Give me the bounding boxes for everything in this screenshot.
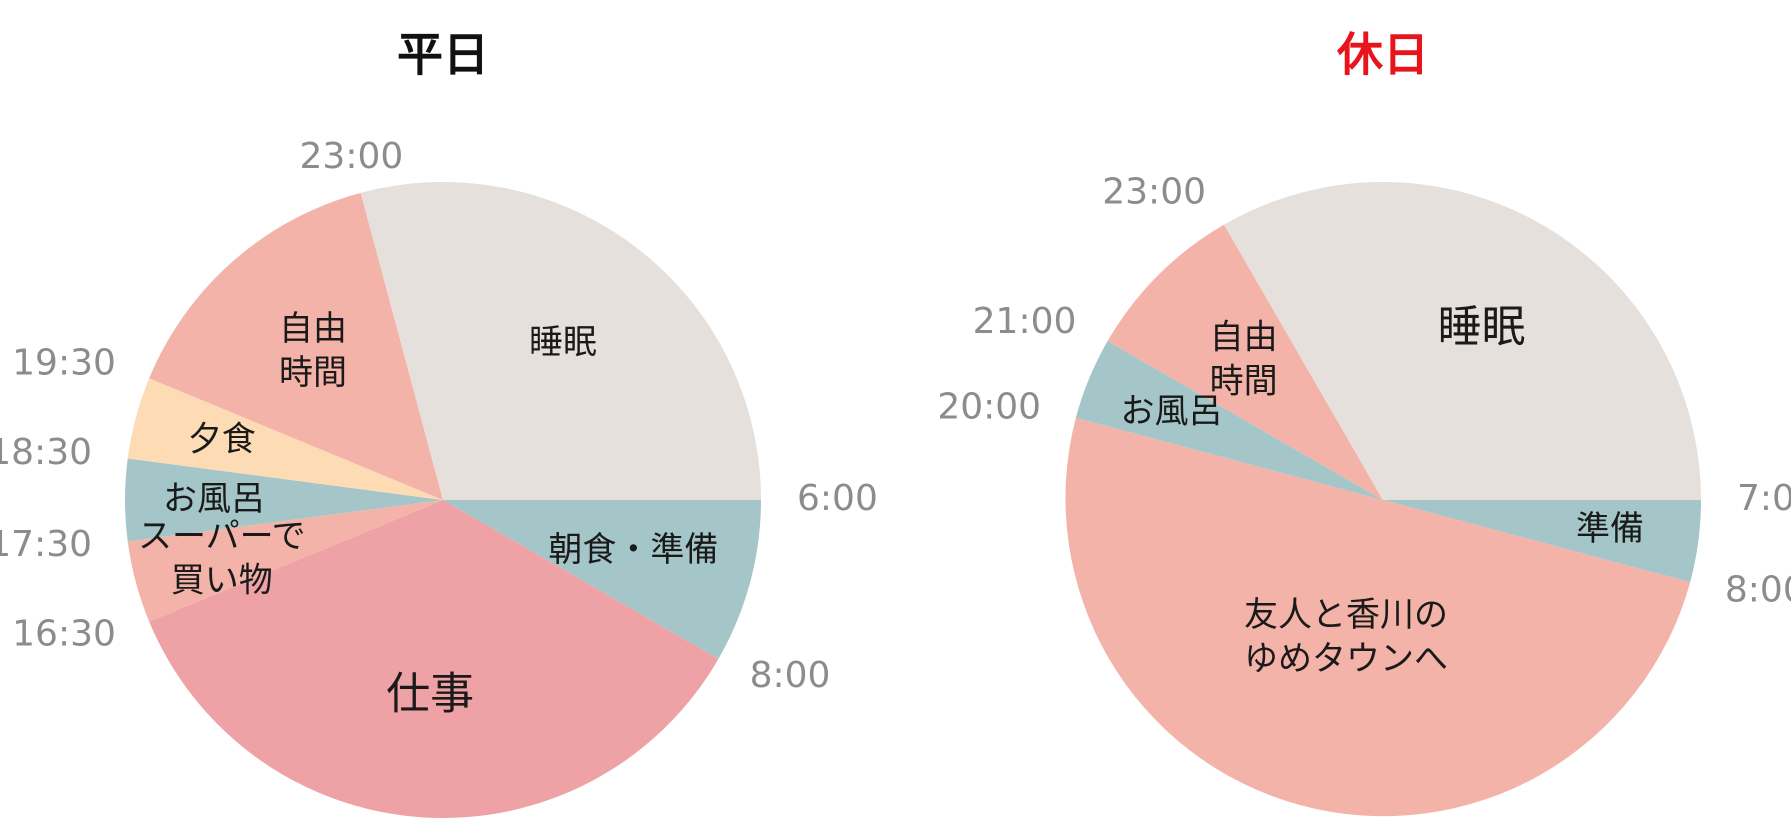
holiday-time-label-4: 23:00	[1102, 171, 1206, 212]
weekday-slice-label-3: お風呂	[163, 479, 265, 519]
weekday-slice-2	[127, 500, 443, 622]
weekday-slice-label-4: 夕食	[188, 419, 256, 459]
holiday-slice-label-3-line-1: 時間	[1210, 361, 1278, 401]
holiday-pie-chart: 休日準備友人と香川のゆめタウンへお風呂自由時間睡眠7:008:0020:0021…	[937, 28, 1791, 817]
holiday-time-label-3: 21:00	[973, 301, 1077, 342]
weekday-slice-label-1: 仕事	[386, 669, 474, 720]
holiday-slice-label-4: 睡眠	[1438, 301, 1526, 352]
weekday-slice-label-1-line-0: 仕事	[386, 669, 474, 720]
holiday-time-label-2: 20:00	[937, 386, 1041, 427]
weekday-time-label-1: 8:00	[750, 655, 831, 696]
holiday-chart-title: 休日	[1336, 28, 1429, 82]
holiday-time-label-1: 8:00	[1725, 570, 1791, 611]
holiday-slice-label-1: 友人と香川のゆめタウンへ	[1244, 595, 1448, 679]
weekday-slice-label-2-line-1: 買い物	[171, 560, 273, 600]
holiday-slice-label-3: 自由時間	[1210, 317, 1278, 401]
holiday-slice-label-3-line-0: 自由	[1210, 317, 1278, 357]
weekday-slice-1	[149, 500, 719, 818]
weekday-slice-label-6: 睡眠	[529, 322, 597, 362]
weekday-slice-label-2: スーパーで買い物	[138, 516, 306, 600]
holiday-slice-label-0: 準備	[1576, 508, 1644, 548]
weekday-slice-6	[360, 182, 761, 500]
holiday-slice-label-0-line-0: 準備	[1576, 508, 1644, 548]
weekday-time-label-5: 19:30	[12, 343, 116, 384]
holiday-slice-label-2-line-0: お風呂	[1121, 391, 1223, 431]
holiday-slice-label-1-line-0: 友人と香川の	[1244, 595, 1448, 635]
weekday-time-label-0: 6:00	[797, 478, 878, 519]
weekday-slice-label-0: 朝食・準備	[548, 530, 718, 570]
weekday-time-label-3: 17:30	[0, 524, 92, 565]
holiday-slice-0	[1383, 500, 1701, 583]
weekday-slice-label-0-line-0: 朝食・準備	[548, 530, 718, 570]
holiday-slice-label-4-line-0: 睡眠	[1438, 301, 1526, 352]
holiday-time-label-0: 7:00	[1737, 478, 1791, 519]
weekday-time-label-6: 23:00	[300, 136, 404, 177]
weekday-pie-chart: 平日朝食・準備仕事スーパーで買い物お風呂夕食自由時間睡眠6:008:0016:3…	[0, 28, 878, 818]
weekday-slice-4	[127, 378, 443, 500]
holiday-slice-4	[1224, 181, 1701, 500]
weekday-slice-label-5-line-1: 時間	[279, 352, 347, 392]
weekday-slice-3	[124, 458, 444, 542]
weekday-time-label-4: 18:30	[0, 432, 92, 473]
weekday-chart-title: 平日	[397, 28, 489, 82]
holiday-slice-3	[1107, 224, 1383, 500]
weekday-time-label-2: 16:30	[12, 614, 116, 655]
weekday-slice-label-2-line-0: スーパーで	[138, 516, 306, 556]
weekday-slice-label-4-line-0: 夕食	[188, 419, 256, 459]
holiday-slice-label-1-line-1: ゆめタウンへ	[1244, 639, 1448, 679]
weekday-slice-0	[443, 500, 761, 659]
weekday-slice-label-5-line-0: 自由	[279, 308, 347, 348]
holiday-slice-label-2: お風呂	[1121, 391, 1223, 431]
holiday-slice-2	[1075, 341, 1383, 500]
holiday-slice-1	[1065, 417, 1691, 817]
weekday-slice-label-5: 自由時間	[279, 308, 347, 392]
weekday-slice-label-6-line-0: 睡眠	[529, 322, 597, 362]
weekday-slice-5	[149, 192, 443, 500]
weekday-slice-label-3-line-0: お風呂	[163, 479, 265, 519]
